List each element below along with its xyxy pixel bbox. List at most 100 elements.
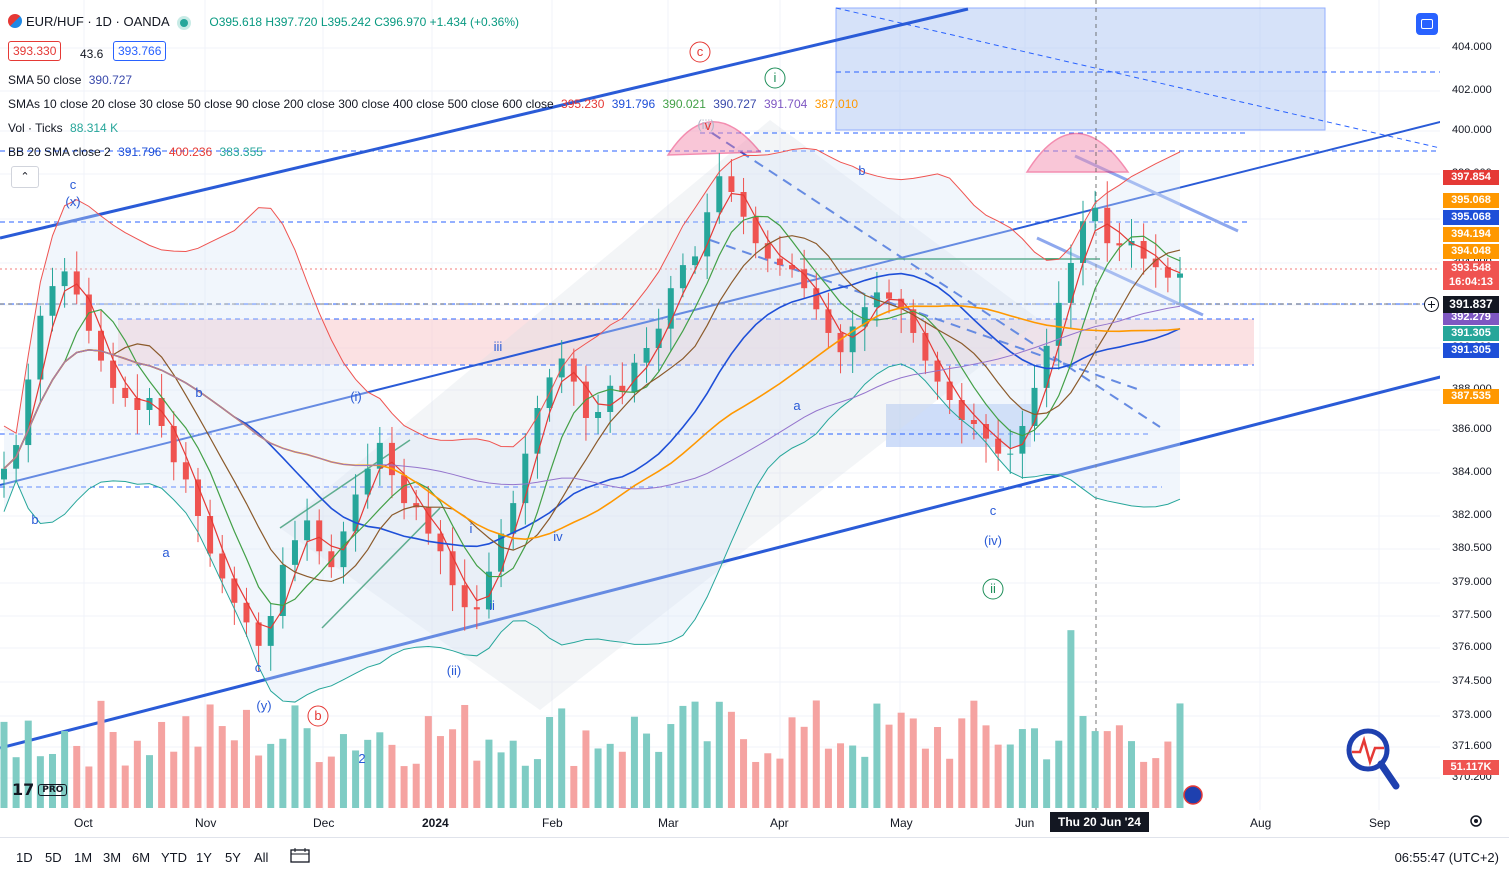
- candle-body: [740, 192, 747, 217]
- wave-label: (y): [256, 698, 271, 713]
- volume-bar: [24, 720, 32, 808]
- collapse-legend-button[interactable]: ⌃: [11, 166, 39, 188]
- bb-legend[interactable]: BB 20 SMA close 2 391.796 400.236 383.35…: [8, 145, 263, 159]
- candle-body: [255, 622, 262, 646]
- volume-bar: [752, 761, 760, 808]
- volume-bar: [897, 712, 905, 808]
- target-box: [835, 7, 1326, 131]
- clock[interactable]: 06:55:47 (UTC+2): [1394, 850, 1499, 865]
- wave-label: b: [858, 163, 865, 178]
- volume-bar: [1128, 741, 1136, 808]
- wave-label: b: [31, 512, 38, 527]
- sma-value: 390.727: [713, 97, 757, 111]
- bottom-toolbar: 1D 5D 1M 3M 6M YTD 1Y 5Y All 06:55:47 (UTC+2): [0, 837, 1509, 873]
- wave-circle: [307, 705, 329, 727]
- range-button-1m[interactable]: 1M: [74, 850, 93, 865]
- sell-price[interactable]: 393.330: [8, 41, 62, 61]
- candle-body: [679, 265, 686, 289]
- range-button-5d[interactable]: 5D: [45, 850, 62, 865]
- symbol-legend[interactable]: EUR/HUF · 1D · OANDA O395.618 H397.720 L…: [8, 14, 519, 29]
- wave-label: c: [990, 503, 997, 518]
- volume-bar: [776, 758, 784, 808]
- wave-label: c: [697, 44, 704, 59]
- low-value: L395.242: [320, 15, 371, 29]
- volume-bar: [643, 733, 651, 808]
- settings-gear-icon[interactable]: [1469, 814, 1483, 828]
- candle-body: [1055, 302, 1062, 346]
- calendar-icon[interactable]: [290, 847, 310, 863]
- volume-bar: [691, 701, 699, 808]
- price-tick-label: 376.000: [1452, 641, 1492, 653]
- wave-labels: c(x)bbac(y)(i)iiiiiiiv(ii)(iii)vbac(iv)i…: [31, 41, 1004, 766]
- volume-label: Vol · Ticks: [8, 121, 63, 135]
- volume-bar: [1176, 703, 1184, 808]
- range-button-1y[interactable]: 1Y: [196, 850, 212, 865]
- candle-body: [110, 360, 117, 388]
- volume-bar: [109, 731, 117, 808]
- volume-bar: [12, 757, 20, 808]
- sma50-label: SMA 50 close: [8, 73, 82, 87]
- range-button-all[interactable]: All: [254, 850, 269, 865]
- candle-body: [376, 442, 383, 469]
- candle-body: [1031, 387, 1038, 426]
- fullscreen-icon[interactable]: [1416, 13, 1438, 35]
- volume-bar: [921, 748, 929, 808]
- replay-icon[interactable]: [1183, 785, 1203, 805]
- range-button-6m[interactable]: 6M: [132, 850, 151, 865]
- tradingview-logo: 17 PRO: [12, 780, 68, 799]
- range-button-1d[interactable]: 1D: [16, 850, 33, 865]
- wave-label: a: [162, 545, 170, 560]
- volume-bar: [679, 705, 687, 808]
- volume-bar: [934, 727, 942, 808]
- symbol-title: EUR/HUF · 1D · OANDA: [26, 14, 170, 29]
- candle-body: [146, 398, 153, 410]
- volume-legend[interactable]: Vol · Ticks 88.314 K: [8, 121, 118, 135]
- sma50-legend[interactable]: SMA 50 close 390.727: [8, 73, 132, 87]
- wave-label: (x): [65, 194, 80, 209]
- volume-bar: [461, 704, 469, 808]
- smas-legend[interactable]: SMAs 10 close 20 close 30 close 50 close…: [8, 97, 858, 111]
- time-tick-label: Sep: [1369, 816, 1391, 830]
- candle-body: [970, 420, 977, 424]
- add-alert-plus-icon[interactable]: [1423, 296, 1440, 313]
- bb-label: BB 20 SMA close 2: [8, 145, 111, 159]
- sma-value: 390.021: [662, 97, 706, 111]
- time-tick-label: Apr: [770, 816, 789, 830]
- volume-bar: [788, 717, 796, 808]
- top-arc-2: [1025, 132, 1130, 173]
- volume-bar: [424, 716, 432, 808]
- price-tick-label: 380.500: [1452, 542, 1492, 554]
- price-tick-label: 402.000: [1452, 84, 1492, 96]
- wave-label: iv: [553, 529, 563, 544]
- crosshair-price-label: 391.837: [1443, 296, 1499, 313]
- volume-bar: [303, 728, 311, 808]
- price-tag: 51.117K: [1443, 760, 1499, 775]
- chart-canvas[interactable]: c(x)bbac(y)(i)iiiiiiiv(ii)(iii)vbac(iv)i…: [0, 0, 1509, 837]
- volume-bar: [291, 705, 299, 808]
- volume-bar: [546, 717, 554, 808]
- candle-body: [291, 540, 298, 565]
- volume-bar: [873, 703, 881, 808]
- wave-label: a: [793, 398, 801, 413]
- volume-bar: [946, 758, 954, 808]
- wave-label: c: [255, 660, 262, 675]
- price-tag: 397.854: [1443, 170, 1499, 185]
- candle-body: [61, 271, 68, 287]
- candle-body: [352, 494, 359, 532]
- range-button-ytd[interactable]: YTD: [161, 850, 187, 865]
- candle-body: [1067, 263, 1074, 303]
- candle-body: [37, 315, 44, 380]
- candle-body: [619, 385, 626, 392]
- sma10-line: [3, 192, 1181, 629]
- volume-bar: [133, 740, 141, 808]
- price-tick-label: 384.000: [1452, 466, 1492, 478]
- volume-bar: [400, 766, 408, 808]
- candle-body: [194, 479, 201, 516]
- candle-body: [461, 585, 468, 608]
- range-button-3m[interactable]: 3M: [103, 850, 122, 865]
- volume-bar: [885, 724, 893, 808]
- buy-price[interactable]: 393.766: [113, 41, 167, 61]
- volume-bar: [85, 766, 93, 808]
- price-tick-label: 377.500: [1452, 609, 1492, 621]
- range-button-5y[interactable]: 5Y: [225, 850, 241, 865]
